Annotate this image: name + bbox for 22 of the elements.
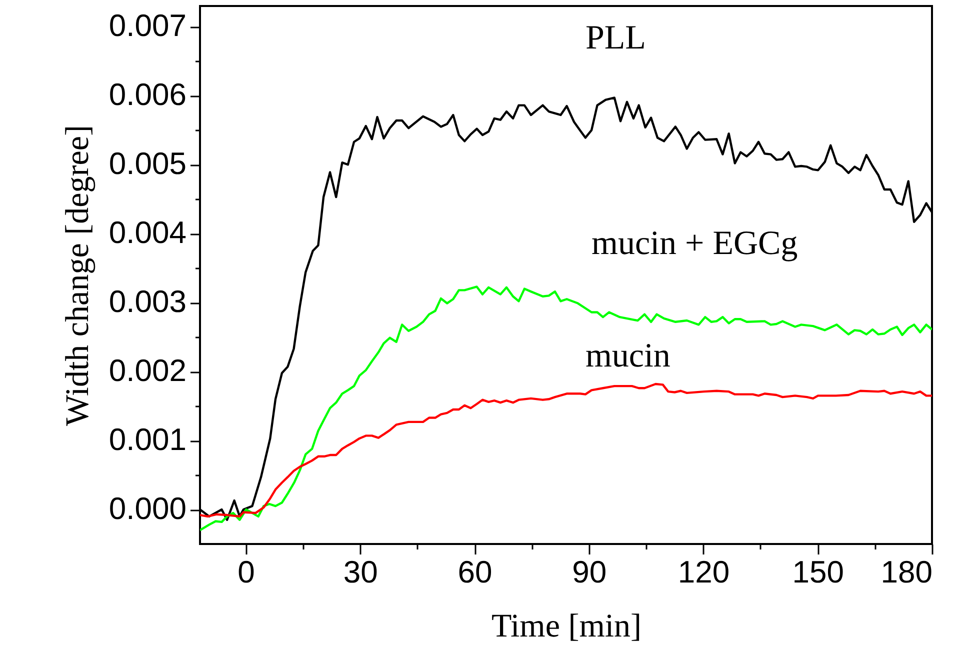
line-series (200, 382, 932, 518)
x-tick-label: 30 (343, 554, 378, 590)
series-label: mucin (585, 337, 670, 374)
series-label: PLL (585, 20, 646, 57)
x-tick-label: 90 (572, 554, 607, 590)
line-series (200, 286, 932, 532)
y-tick-label: 0.003 (108, 284, 186, 320)
x-tick-label: 180 (880, 554, 932, 590)
y-tick-label: 0.001 (108, 422, 186, 458)
x-tick-label: 60 (458, 554, 492, 590)
x-axis-title: Time [min] (491, 608, 642, 644)
y-tick-label: 0.005 (108, 146, 186, 182)
y-tick-label: 0.000 (108, 491, 186, 526)
y-axis-title: Width change [degree] (60, 124, 96, 426)
series-label: mucin + EGCg (592, 225, 798, 262)
x-tick-label: 150 (792, 554, 844, 590)
y-tick-label: 0.007 (108, 8, 186, 44)
y-tick-label: 0.004 (108, 215, 186, 250)
x-tick-label: 0 (238, 554, 255, 590)
x-tick-label: 120 (678, 554, 730, 590)
y-tick-label: 0.002 (108, 353, 186, 388)
y-tick-label: 0.006 (108, 77, 186, 112)
